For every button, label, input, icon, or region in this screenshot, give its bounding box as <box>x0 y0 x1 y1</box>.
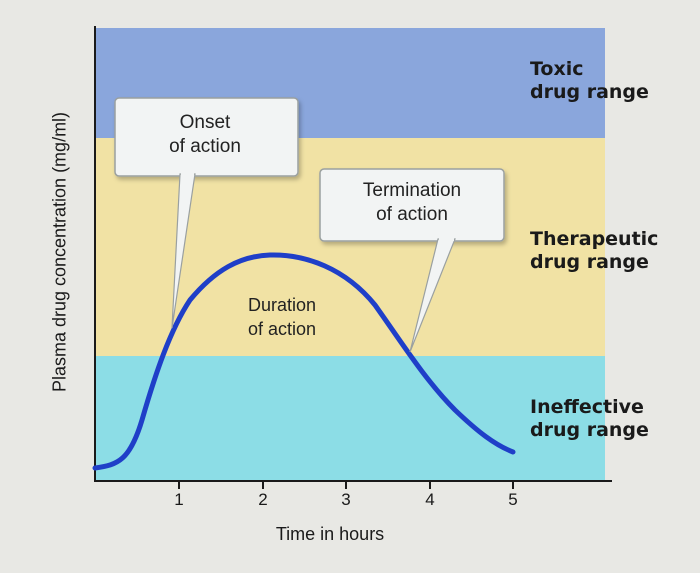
duration-line2: of action <box>247 319 317 339</box>
onset-line2: of action <box>169 136 241 157</box>
y-axis-label: Plasma drug concentration (mg/ml) <box>49 111 70 393</box>
termination-line1: Termination <box>362 180 462 201</box>
ineffective-range-label: Ineffective drug range <box>530 396 649 442</box>
x-tick-label-2: 2 <box>258 490 268 509</box>
ineffective-label-line2: drug range <box>530 419 649 441</box>
onset-line1: Onset <box>179 112 231 133</box>
therapeutic-label-line1: Therapeutic <box>530 228 659 250</box>
termination-callout-text: Termination of action <box>333 179 491 227</box>
therapeutic-label-line2: drug range <box>530 251 649 273</box>
x-tick-label-4: 4 <box>425 490 435 509</box>
x-tick-label-5: 5 <box>508 490 518 509</box>
termination-callout-box <box>319 168 505 353</box>
ineffective-zone <box>95 356 605 481</box>
toxic-range-label: Toxic drug range <box>530 58 649 104</box>
x-axis-label: Time in hours <box>275 524 385 544</box>
onset-callout-box <box>114 97 299 329</box>
toxic-label-line1: Toxic <box>530 58 584 80</box>
toxic-label-line2: drug range <box>530 81 649 103</box>
x-tick-label-1: 1 <box>174 490 184 509</box>
x-tick-label-3: 3 <box>341 490 351 509</box>
therapeutic-range-label: Therapeutic drug range <box>530 228 658 274</box>
concentration-curve <box>92 252 516 471</box>
onset-callout-text: Onset of action <box>140 111 270 159</box>
duration-line1: Duration <box>247 295 317 315</box>
termination-line2: of action <box>376 204 448 225</box>
duration-label: Duration of action <box>218 293 346 341</box>
ineffective-label-line1: Ineffective <box>530 396 644 418</box>
